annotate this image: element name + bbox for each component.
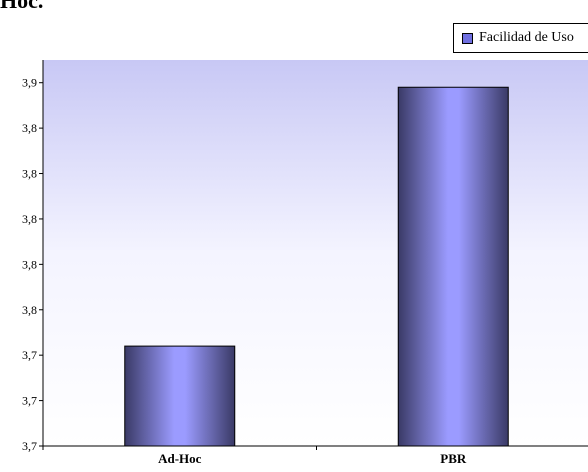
heading-fragment: Hoc. [0, 0, 44, 13]
y-tick-label: 3,8 [22, 167, 37, 181]
y-tick-label: 3,7 [22, 439, 37, 453]
x-tick-label: PBR [440, 451, 467, 466]
x-tick-label: Ad-Hoc [158, 451, 202, 466]
y-tick-label: 3,7 [22, 348, 37, 362]
legend-swatch [462, 32, 473, 44]
y-tick-label: 3,9 [22, 76, 37, 90]
legend-label: Facilidad de Uso [479, 30, 574, 45]
y-tick-label: 3,8 [22, 257, 37, 271]
y-tick-label: 3,8 [22, 121, 37, 135]
y-tick-label: 3,8 [22, 212, 37, 226]
y-tick-label: 3,8 [22, 303, 37, 317]
bar-pbr [397, 86, 509, 447]
y-tick-label: 3,7 [22, 394, 37, 408]
legend: Facilidad de Uso [453, 23, 588, 53]
bar-ad-hoc [124, 345, 236, 447]
